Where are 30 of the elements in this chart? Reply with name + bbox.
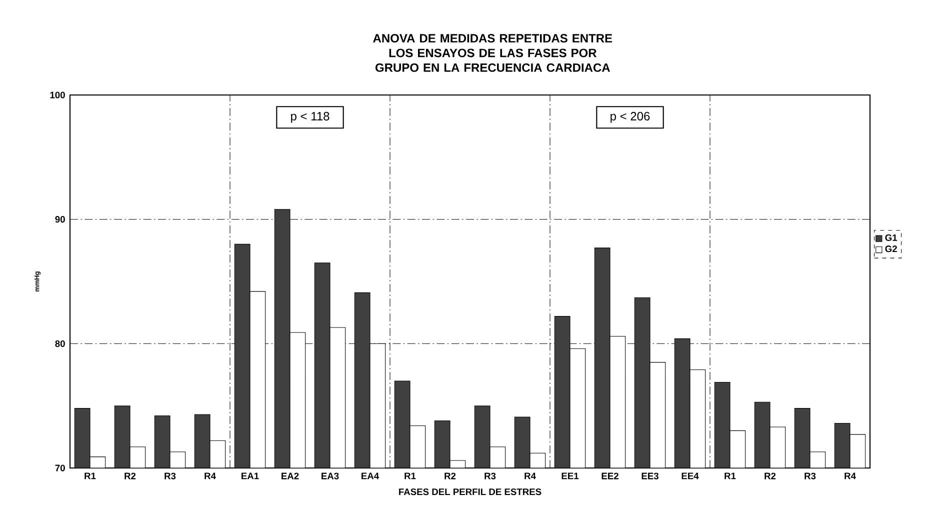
x-tick-label: EA4 — [362, 472, 380, 480]
annotation: p < 206 — [610, 112, 650, 123]
x-tick-label: R3 — [484, 472, 496, 480]
x-axis-title: FASES DEL PERFIL DE ESTRES — [399, 488, 542, 496]
y-tick-label: 90 — [55, 216, 65, 223]
chart-title: ANOVA DE MEDIDAS REPETIDAS ENTRE LOS ENSAYOS DE LAS FASES POR GRUPO EN LA FRECUENCIA CARDIACA — [373, 34, 612, 72]
annotation: p < 118 — [291, 112, 330, 123]
legend-label: G2 — [885, 246, 897, 252]
x-tick-label: R2 — [124, 472, 136, 480]
x-tick-label: EA1 — [242, 472, 259, 480]
x-tick-label: EE3 — [642, 472, 658, 480]
x-tick-label: R2 — [444, 472, 456, 480]
x-tick-label: R4 — [204, 472, 216, 480]
legend-label: G1 — [885, 234, 898, 241]
x-tick-label: R2 — [764, 472, 776, 480]
x-tick-label: EA2 — [282, 472, 299, 480]
x-tick-label: R1 — [404, 472, 416, 480]
x-tick-label: EA3 — [322, 472, 339, 480]
x-tick-label: EE1 — [562, 472, 579, 480]
y-tick-label: 80 — [55, 340, 65, 347]
x-tick-label: R3 — [804, 472, 816, 480]
x-tick-label: R4 — [844, 472, 856, 480]
x-tick-label: R3 — [164, 472, 176, 480]
x-tick-label: EE2 — [602, 472, 618, 480]
x-tick-label: R1 — [84, 472, 96, 480]
x-tick-label: R4 — [524, 472, 536, 480]
x-tick-label: R1 — [724, 472, 736, 480]
x-tick-label: EE4 — [682, 472, 699, 480]
y-tick-label: 70 — [55, 464, 65, 472]
y-tick-label: 100 — [50, 92, 65, 98]
